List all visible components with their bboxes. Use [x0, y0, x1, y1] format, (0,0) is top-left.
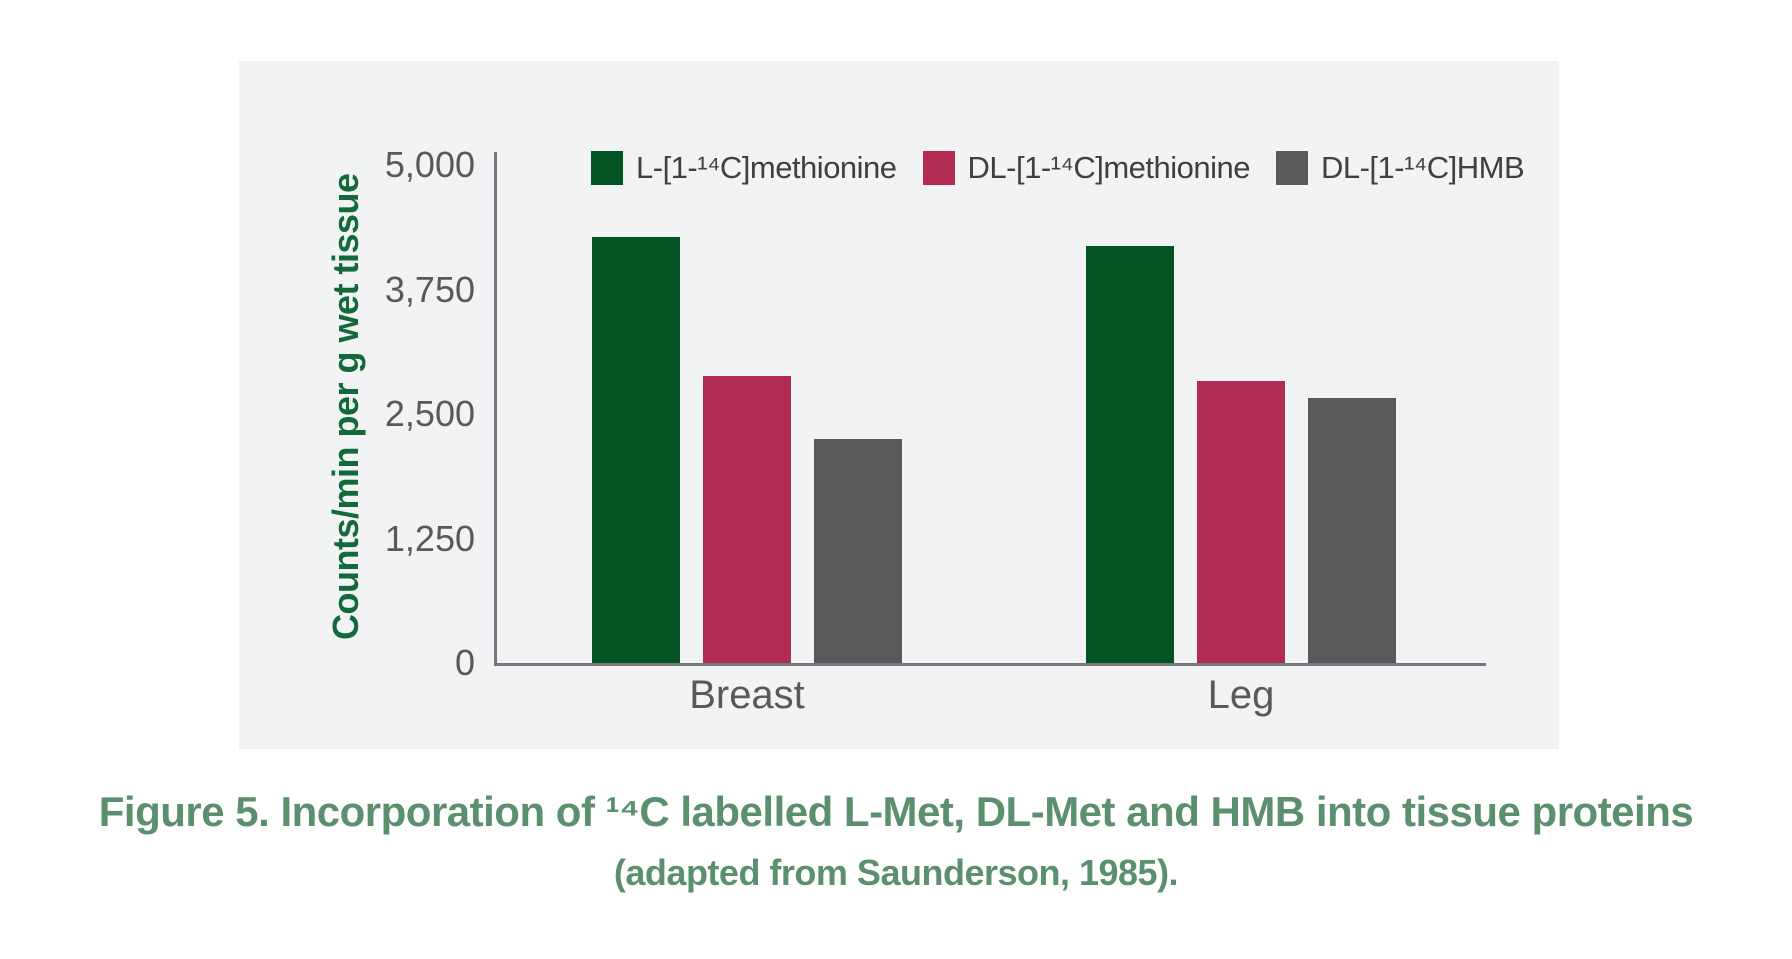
bar	[592, 237, 680, 663]
figure-caption-line-1: Figure 5. Incorporation of ¹⁴C labelled …	[98, 788, 1694, 835]
legend-label: DL-[1-¹⁴C]HMB	[1320, 150, 1525, 185]
plot-area: Counts/min per g wet tissue 0 1,250 2,500 3…	[325, 144, 1525, 717]
legend-item: DL-[1-¹⁴C]methionine	[922, 150, 1251, 186]
y-axis-ticks: 0 1,250 2,500 3,750 5,000	[385, 144, 1486, 683]
legend-swatch	[591, 151, 623, 185]
y-tick-label: 3,750	[384, 268, 475, 310]
legend: L-[1-¹⁴C]methionine DL-[1-¹⁴C]methionine D…	[591, 150, 1525, 186]
legend-swatch	[1275, 151, 1308, 185]
bar	[1086, 246, 1174, 663]
category-label: Leg	[1207, 673, 1275, 717]
legend-item: L-[1-¹⁴C]methionine	[591, 150, 897, 186]
legend-item: DL-[1-¹⁴C]HMB	[1275, 150, 1525, 186]
figure-panel: Counts/min per g wet tissue 0 1,250 2,500 3…	[239, 61, 1559, 749]
legend-label: DL-[1-¹⁴C]methionine	[967, 150, 1251, 185]
category-label: Breast	[689, 673, 805, 717]
y-tick-label: 1,250	[384, 517, 475, 559]
bar	[1308, 398, 1396, 663]
bar-group: Breast	[592, 237, 902, 717]
legend-swatch	[922, 151, 955, 185]
y-tick-label: 2,500	[384, 393, 475, 434]
bar	[1197, 381, 1285, 663]
y-tick-label: 0	[454, 642, 475, 683]
bar	[814, 439, 902, 663]
legend-label: L-[1-¹⁴C]methionine	[636, 150, 897, 185]
y-tick-label: 5,000	[384, 144, 475, 185]
bar-group: Leg	[1086, 246, 1396, 717]
figure-caption-line-2: (adapted from Saunderson, 1985).	[613, 852, 1179, 893]
bar	[703, 376, 791, 663]
